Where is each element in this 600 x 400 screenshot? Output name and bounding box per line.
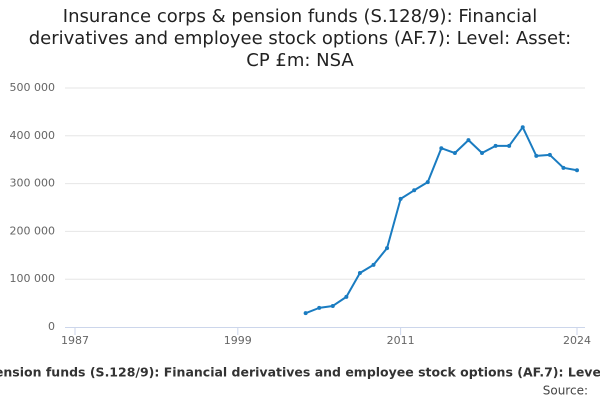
- x-tick-label: 2024: [563, 334, 591, 347]
- point: [425, 180, 430, 185]
- point: [493, 143, 498, 148]
- x-tick-label: 1999: [224, 334, 252, 347]
- point: [520, 125, 525, 130]
- y-tick-label: 100 000: [10, 272, 56, 285]
- point: [412, 188, 417, 193]
- point: [385, 246, 390, 251]
- point: [575, 168, 579, 173]
- chart-title: Insurance corps & pension funds (S.128/9…: [28, 6, 572, 71]
- point: [466, 138, 471, 143]
- point: [439, 146, 444, 151]
- point: [452, 151, 457, 156]
- point: [317, 305, 322, 310]
- y-tick-label: 0: [48, 320, 55, 333]
- y-tick-label: 500 000: [10, 81, 56, 94]
- point: [507, 143, 512, 148]
- point: [371, 262, 376, 267]
- point: [330, 303, 335, 308]
- point: [357, 270, 362, 275]
- point: [561, 165, 566, 170]
- x-tick-label: 1987: [61, 334, 89, 347]
- source: Source:: [543, 384, 588, 398]
- x-tick-label: 2011: [387, 334, 415, 347]
- point: [480, 151, 485, 156]
- y-tick-label: 200 000: [10, 224, 56, 237]
- y-tick-label: 300 000: [10, 177, 56, 190]
- point: [303, 311, 308, 316]
- legend-label: Insurance corps & pension funds (S.128/9…: [0, 365, 600, 380]
- point: [547, 152, 552, 157]
- point: [344, 294, 349, 299]
- point: [534, 153, 539, 158]
- point: [398, 196, 403, 201]
- y-tick-label: 400 000: [10, 129, 56, 142]
